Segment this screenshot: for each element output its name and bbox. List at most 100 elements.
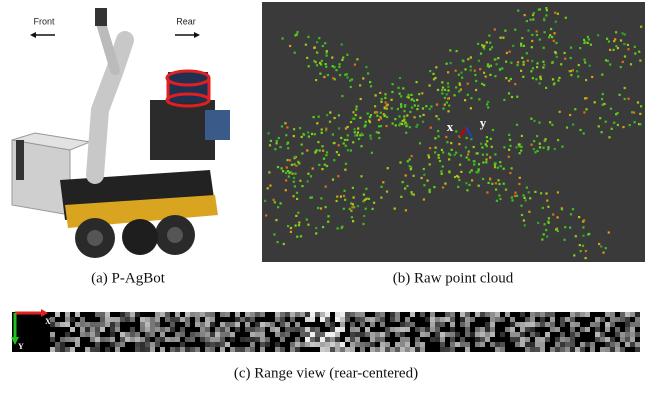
point <box>630 63 632 65</box>
point <box>332 133 334 135</box>
point <box>486 191 488 193</box>
point <box>522 194 524 196</box>
range-pixel <box>635 342 640 347</box>
point <box>370 114 372 116</box>
point <box>560 63 562 65</box>
point <box>275 219 277 221</box>
range-pixel <box>540 322 545 327</box>
range-pixel <box>380 347 385 352</box>
point <box>499 161 501 163</box>
range-pixel <box>245 317 250 322</box>
point <box>356 106 358 108</box>
range-pixel <box>145 322 150 327</box>
range-pixel <box>535 337 540 342</box>
point <box>583 132 585 134</box>
point <box>566 127 568 129</box>
range-pixel <box>505 327 510 332</box>
range-pixel <box>225 312 230 317</box>
point <box>477 43 479 45</box>
range-pixel <box>295 327 300 332</box>
point <box>325 206 327 208</box>
range-pixel <box>375 312 380 317</box>
label-rear: Rear <box>176 16 196 26</box>
point <box>378 119 380 121</box>
point <box>468 151 470 153</box>
point <box>323 76 325 78</box>
point <box>301 152 303 154</box>
point <box>500 165 502 167</box>
point <box>585 108 587 110</box>
range-pixel <box>465 327 470 332</box>
point <box>407 160 409 162</box>
range-pixel <box>205 327 210 332</box>
range-pixel <box>625 342 630 347</box>
point <box>519 177 521 179</box>
point <box>291 164 293 166</box>
range-pixel <box>540 317 545 322</box>
range-pixel <box>155 317 160 322</box>
range-pixel <box>110 317 115 322</box>
point <box>448 158 450 160</box>
point <box>529 197 531 199</box>
point <box>496 200 498 202</box>
point <box>316 41 318 43</box>
point <box>473 160 475 162</box>
range-pixel <box>435 317 440 322</box>
point <box>546 200 548 202</box>
point <box>600 245 602 247</box>
range-pixel <box>255 327 260 332</box>
point <box>458 179 460 181</box>
range-pixel <box>450 332 455 337</box>
gripper <box>95 8 107 26</box>
point <box>336 196 338 198</box>
point <box>545 192 547 194</box>
range-pixel <box>70 337 75 342</box>
point <box>347 126 349 128</box>
point <box>545 7 547 9</box>
point <box>511 199 513 201</box>
range-pixel <box>320 317 325 322</box>
point <box>444 183 446 185</box>
range-pixel <box>615 342 620 347</box>
point <box>413 194 415 196</box>
range-pixel <box>475 342 480 347</box>
range-pixel <box>465 312 470 317</box>
point <box>557 13 559 15</box>
point <box>480 53 482 55</box>
range-pixel <box>260 312 265 317</box>
point <box>434 151 436 153</box>
point <box>627 44 629 46</box>
point <box>410 168 412 170</box>
point <box>432 73 434 75</box>
point <box>478 163 480 165</box>
point <box>509 139 511 141</box>
range-pixel <box>165 327 170 332</box>
range-pixel <box>235 347 240 352</box>
range-pixel <box>605 327 610 332</box>
point <box>385 125 387 127</box>
point <box>500 37 502 39</box>
point <box>490 65 492 67</box>
point <box>331 57 333 59</box>
range-pixel <box>95 342 100 347</box>
range-pixel <box>200 337 205 342</box>
range-pixel <box>570 347 575 352</box>
point <box>441 149 443 151</box>
range-pixel <box>325 332 330 337</box>
point <box>589 65 591 67</box>
point <box>421 177 423 179</box>
arrow-head <box>30 32 36 38</box>
point <box>572 124 574 126</box>
range-pixel <box>260 342 265 347</box>
point <box>640 105 642 107</box>
range-pixel <box>140 317 145 322</box>
range-pixel <box>560 342 565 347</box>
point <box>269 144 271 146</box>
range-pixel <box>580 342 585 347</box>
range-pixel <box>160 312 165 317</box>
point <box>495 182 497 184</box>
point <box>344 139 346 141</box>
point <box>577 75 579 77</box>
point <box>497 179 499 181</box>
range-pixel <box>395 342 400 347</box>
